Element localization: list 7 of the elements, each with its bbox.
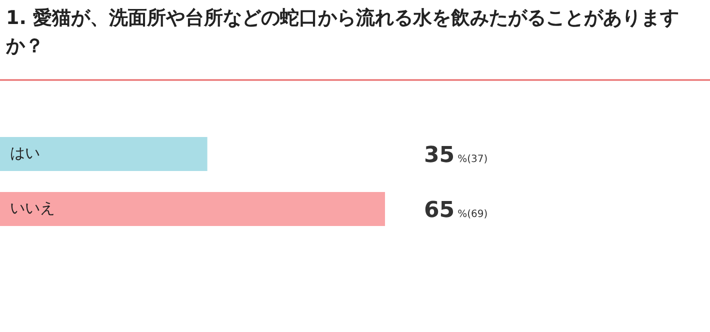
bar: いいえ 65%(69) bbox=[0, 192, 488, 226]
y-tick-label: はい bbox=[10, 144, 40, 162]
bar: はい 35%(37) bbox=[0, 137, 488, 171]
chart-title: 1. 愛猫が、洗面所や台所などの蛇口から流れる水を飲みたがることがありますか？ bbox=[6, 6, 680, 59]
y-tick-label: いいえ bbox=[10, 199, 55, 217]
data-label: 35%(37) bbox=[424, 143, 488, 168]
data-label: 65%(69) bbox=[424, 198, 488, 223]
